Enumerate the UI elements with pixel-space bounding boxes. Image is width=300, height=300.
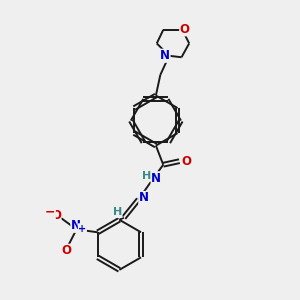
Text: N: N <box>71 219 81 232</box>
Text: N: N <box>139 191 149 205</box>
Text: O: O <box>51 209 61 222</box>
Text: O: O <box>62 244 72 257</box>
Text: O: O <box>180 23 190 36</box>
Text: +: + <box>78 224 86 234</box>
Text: N: N <box>151 172 161 185</box>
Text: O: O <box>181 155 191 168</box>
Text: H: H <box>142 171 151 181</box>
Text: N: N <box>160 49 170 62</box>
Text: H: H <box>113 207 122 218</box>
Text: −: − <box>45 206 55 219</box>
